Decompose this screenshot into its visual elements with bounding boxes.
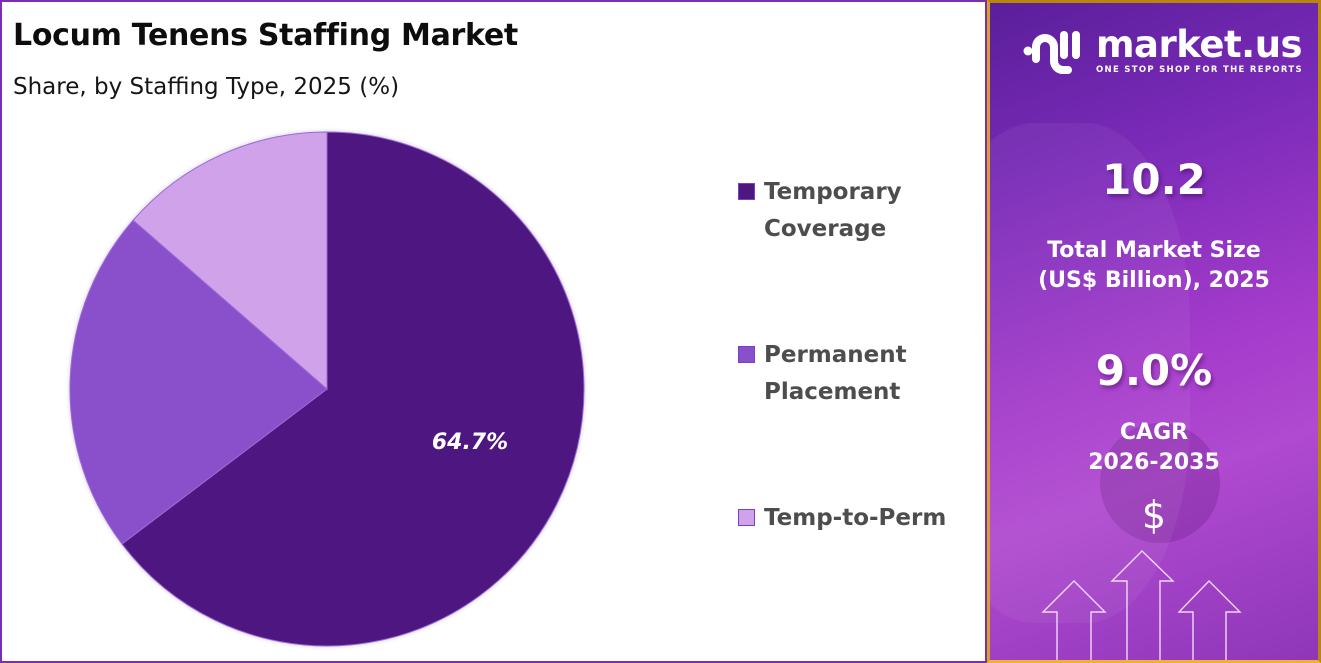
market-size-label: Total Market Size (US$ Billion), 2025: [1038, 238, 1270, 293]
background-cup-shape: [1100, 423, 1220, 543]
legend-label: Temporary Coverage: [764, 179, 902, 242]
chart-panel: Locum Tenens Staffing Market Share, by S…: [0, 0, 987, 663]
brand-logo[interactable]: market.us ONE STOP SHOP FOR THE REPORTS: [1022, 25, 1303, 77]
pie-slice-permanent-placement: [69, 219, 328, 545]
brand-tagline: ONE STOP SHOP FOR THE REPORTS: [1096, 65, 1303, 75]
logo-icon: [1023, 31, 1080, 74]
pie-slice-temp-to-perm: [132, 131, 328, 391]
legend-swatch-icon: [738, 346, 755, 363]
up-arrow-icon: [1177, 580, 1242, 660]
cagr-label: CAGR 2026-2035: [1088, 420, 1220, 475]
legend-swatch-icon: [738, 183, 755, 200]
legend-item-permanent-placement: Permanent Placement: [738, 337, 964, 411]
chart-subtitle: Share, by Staffing Type, 2025 (%): [13, 74, 400, 100]
dollar-icon: $: [1141, 493, 1167, 537]
summary-sidebar: market.us ONE STOP SHOP FOR THE REPORTS …: [987, 0, 1321, 663]
chart-title: Locum Tenens Staffing Market: [13, 18, 518, 53]
pie-data-label: 64.7%: [432, 430, 508, 455]
brand-name: market.us: [1096, 23, 1303, 66]
pie-chart: 64.7%: [69, 131, 585, 647]
legend-item-temporary-coverage: Temporary Coverage: [738, 174, 964, 248]
legend-swatch-icon: [738, 509, 755, 526]
market-size-value: 10.2: [1102, 155, 1206, 204]
legend-label: Temp-to-Perm: [764, 505, 947, 531]
growth-arrows: [1041, 550, 1242, 660]
pie-slice-temporary-coverage: [121, 131, 585, 647]
legend-label: Permanent Placement: [764, 342, 907, 405]
cagr-value: 9.0%: [1095, 346, 1213, 395]
up-arrow-icon: [1110, 550, 1175, 660]
legend-item-temp-to-perm: Temp-to-Perm: [738, 500, 964, 537]
background-hand-shape: [990, 123, 1190, 623]
up-arrow-icon: [1041, 580, 1107, 660]
